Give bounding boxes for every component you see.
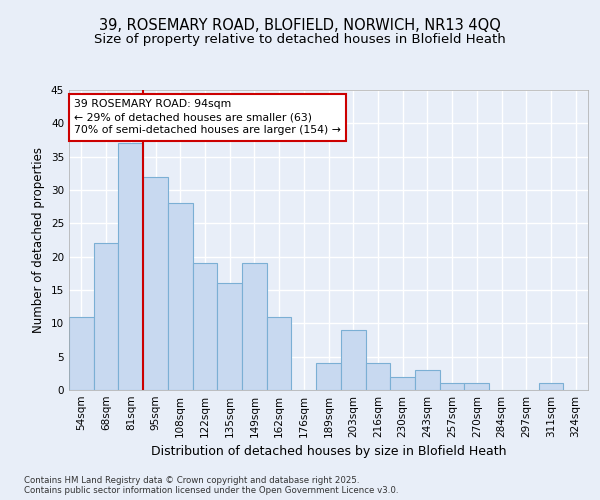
Bar	[69, 316, 94, 390]
Bar	[217, 284, 242, 390]
Bar	[168, 204, 193, 390]
Bar	[193, 264, 217, 390]
X-axis label: Distribution of detached houses by size in Blofield Heath: Distribution of detached houses by size …	[151, 446, 506, 458]
Bar	[316, 364, 341, 390]
Bar	[464, 384, 489, 390]
Bar	[242, 264, 267, 390]
Text: 39, ROSEMARY ROAD, BLOFIELD, NORWICH, NR13 4QQ: 39, ROSEMARY ROAD, BLOFIELD, NORWICH, NR…	[99, 18, 501, 32]
Bar	[94, 244, 118, 390]
Y-axis label: Number of detached properties: Number of detached properties	[32, 147, 46, 333]
Bar	[341, 330, 365, 390]
Text: Size of property relative to detached houses in Blofield Heath: Size of property relative to detached ho…	[94, 32, 506, 46]
Text: Contains HM Land Registry data © Crown copyright and database right 2025.
Contai: Contains HM Land Registry data © Crown c…	[24, 476, 398, 495]
Text: 39 ROSEMARY ROAD: 94sqm
← 29% of detached houses are smaller (63)
70% of semi-de: 39 ROSEMARY ROAD: 94sqm ← 29% of detache…	[74, 99, 341, 136]
Bar	[440, 384, 464, 390]
Bar	[365, 364, 390, 390]
Bar	[143, 176, 168, 390]
Bar	[118, 144, 143, 390]
Bar	[267, 316, 292, 390]
Bar	[415, 370, 440, 390]
Bar	[390, 376, 415, 390]
Bar	[539, 384, 563, 390]
